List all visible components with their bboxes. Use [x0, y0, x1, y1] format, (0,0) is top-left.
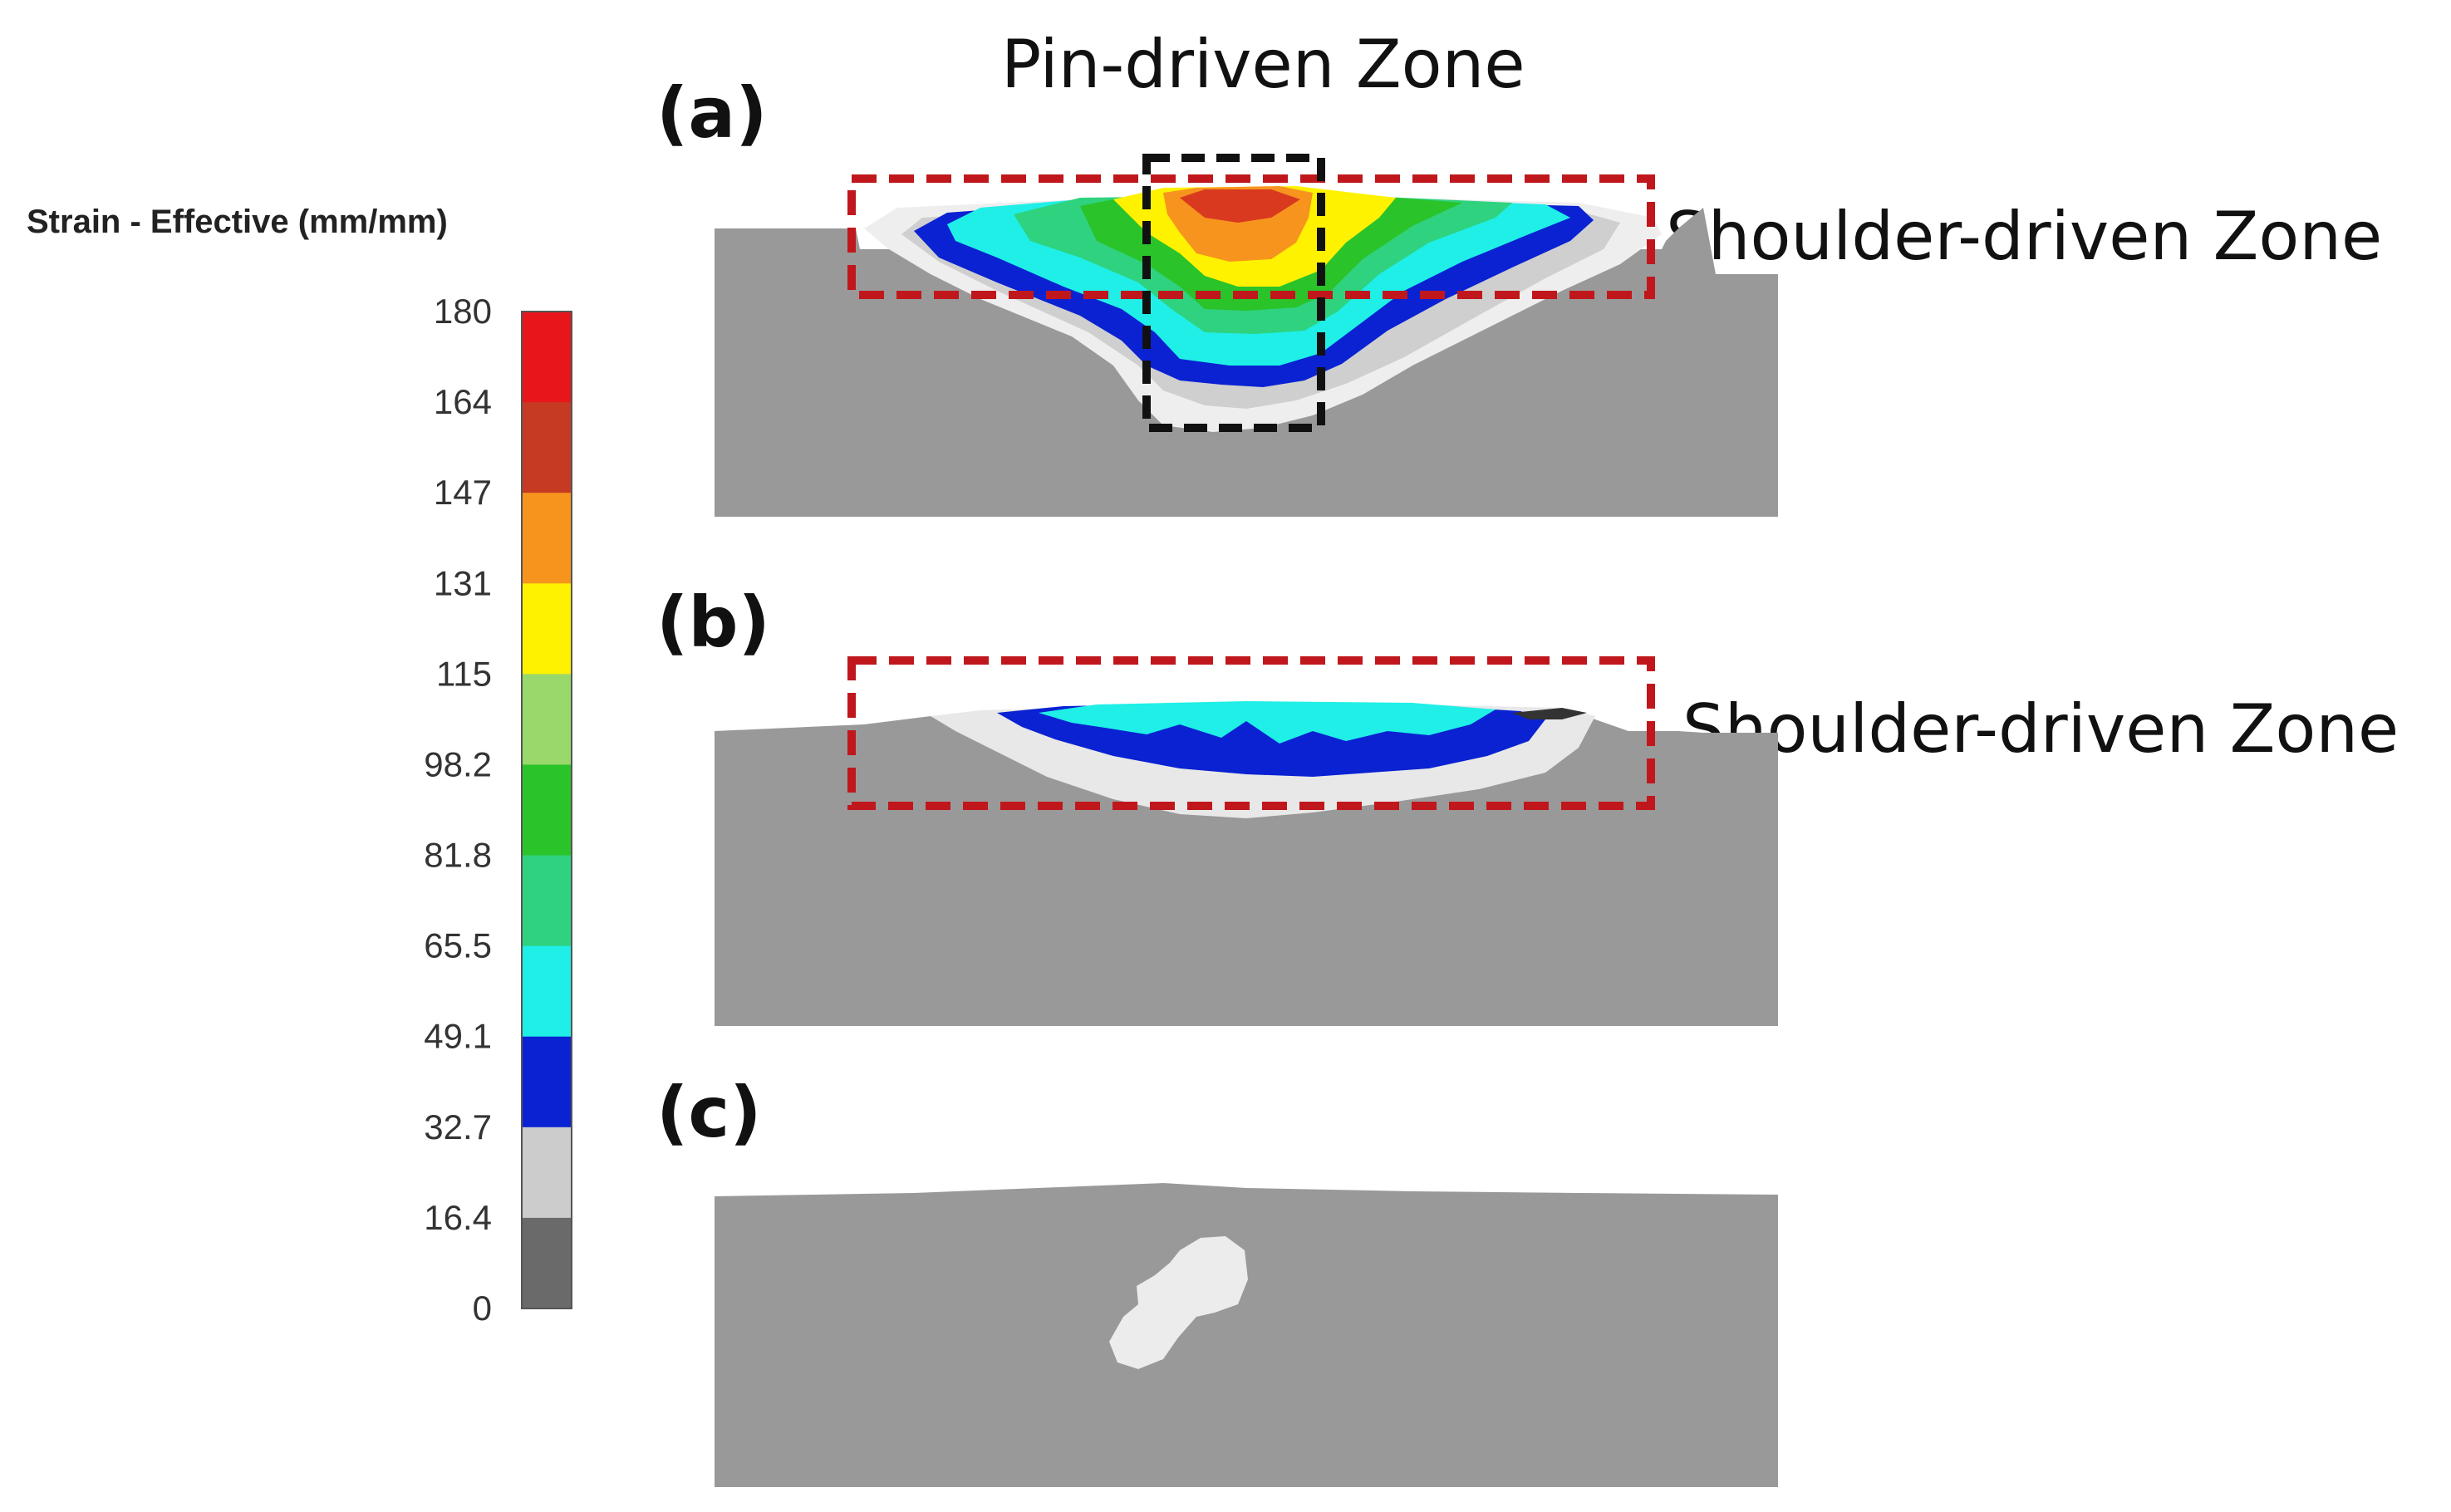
legend-swatch-3 [522, 583, 572, 675]
legend-tick-label: 164 [434, 382, 492, 421]
panel-b-label: (b) [656, 582, 770, 663]
legend-ticks: 180 164 147 131 115 98.2 81.8 65.5 49.1 32.7 16.4 0 [424, 292, 492, 1328]
legend-swatch-8 [522, 1036, 572, 1128]
legend-swatch-1 [522, 402, 572, 493]
legend-tick-label: 115 [436, 654, 492, 693]
legend-title: Strain - Effective (mm/mm) [27, 204, 448, 240]
defect-void-c [1109, 1236, 1248, 1369]
pin-driven-zone-label: Pin-driven Zone [1001, 26, 1525, 103]
base-metal-b [715, 708, 1778, 1026]
panel-c: (c) [656, 1072, 1778, 1487]
legend-tick-label: 147 [434, 473, 492, 512]
legend-swatch-6 [522, 855, 572, 947]
stir-zone-dark-edge-b [1512, 708, 1587, 719]
stir-zone-cyan-b [1039, 701, 1496, 744]
panel-a: (a) Pin-driven Zone Shoulder-driven Zone [656, 26, 2382, 517]
legend-tick-label: 65.5 [424, 926, 492, 965]
legend-tick-label: 81.8 [424, 836, 492, 875]
shoulder-driven-zone-label-a: Shoulder-driven Zone [1666, 198, 2382, 275]
panel-c-label: (c) [656, 1072, 762, 1153]
legend-tick-label: 32.7 [424, 1107, 492, 1146]
stir-zone-red-a [1180, 189, 1300, 223]
panel-b: (b) Shoulder-driven Zone [656, 582, 2399, 1026]
legend-swatch-9 [522, 1127, 572, 1219]
shoulder-zone-box-a [847, 174, 1655, 299]
shoulder-driven-zone-label-b: Shoulder-driven Zone [1682, 690, 2399, 768]
legend-swatch-5 [522, 764, 572, 857]
legend-tick-label: 98.2 [424, 744, 492, 783]
legend-tick-label: 131 [434, 563, 492, 602]
legend-colorbar [521, 311, 572, 1309]
legend-tick-label: 180 [434, 292, 492, 331]
legend-colorbar-frame [521, 311, 572, 1309]
legend-swatch-2 [522, 493, 572, 584]
legend-tick-label: 16.4 [424, 1198, 492, 1237]
legend-swatch-0 [522, 312, 572, 403]
legend-tick-label: 0 [473, 1289, 492, 1328]
legend-swatch-4 [522, 674, 572, 765]
legend-swatch-7 [522, 945, 572, 1038]
shoulder-zone-box-b [847, 656, 1655, 810]
legend-tick-label: 49.1 [424, 1017, 492, 1056]
legend-swatch-10 [522, 1217, 572, 1309]
pin-zone-box-a [1142, 154, 1325, 432]
base-metal-c [715, 1183, 1778, 1487]
panel-a-label: (a) [656, 72, 767, 154]
